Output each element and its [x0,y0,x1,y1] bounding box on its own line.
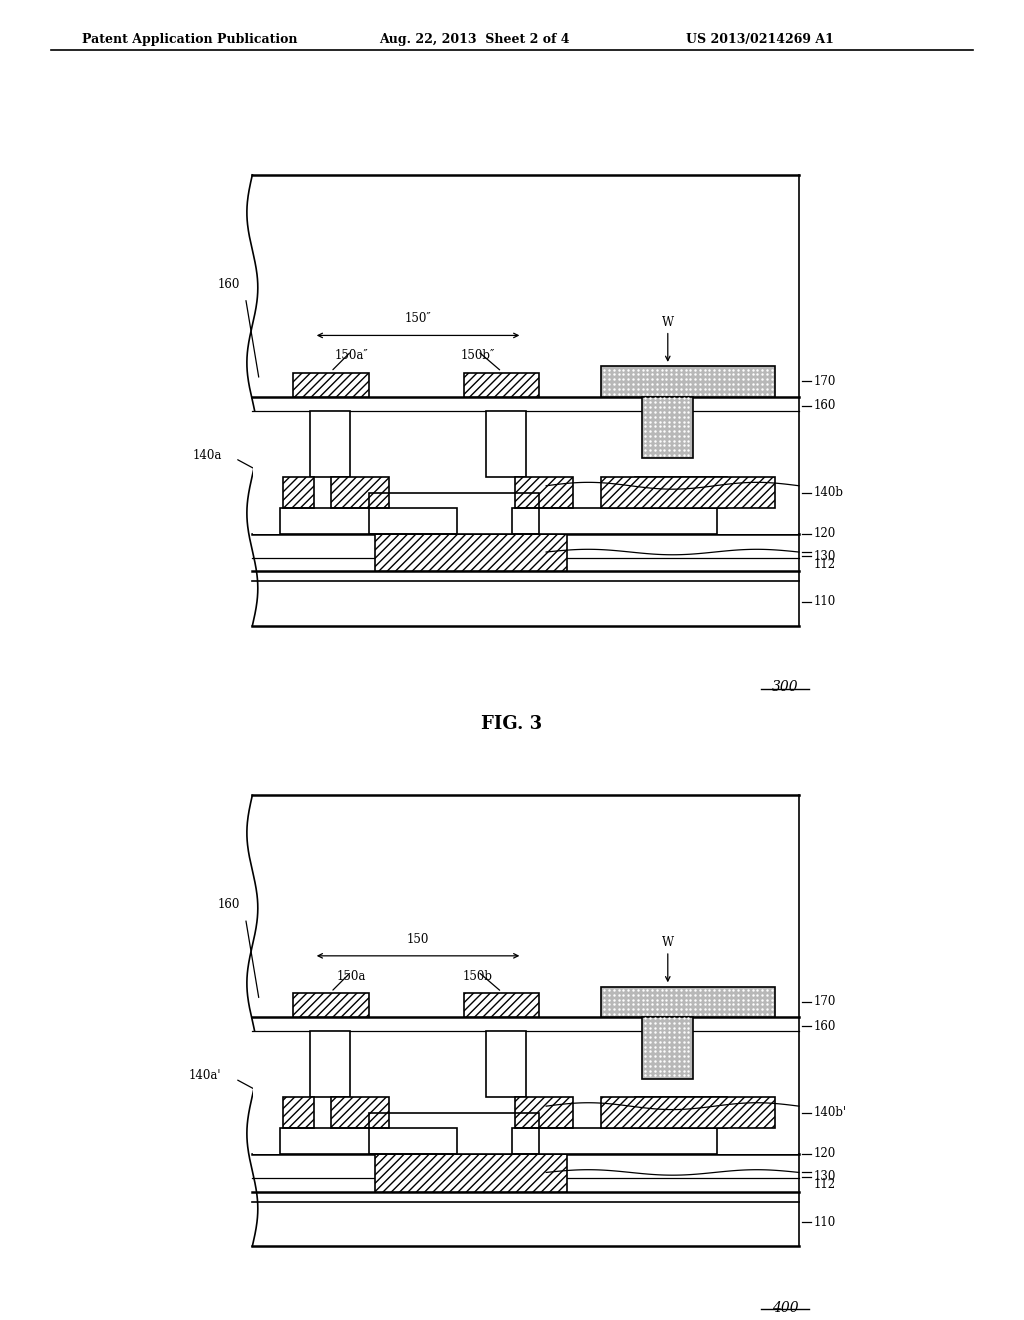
Bar [310,411,350,477]
Bar [369,1113,540,1154]
Text: FIG. 3: FIG. 3 [481,714,543,733]
Bar [331,477,389,508]
Bar [515,1097,573,1129]
Text: 170: 170 [814,375,837,388]
Bar [376,533,566,572]
Text: 160: 160 [217,898,240,911]
Bar [601,366,775,397]
Text: 160: 160 [217,277,240,290]
Text: 160: 160 [814,400,837,412]
Bar [283,477,313,508]
Text: Patent Application Publication: Patent Application Publication [82,33,297,46]
Bar [464,994,540,1018]
Bar [331,1097,389,1129]
Text: Aug. 22, 2013  Sheet 2 of 4: Aug. 22, 2013 Sheet 2 of 4 [379,33,569,46]
Bar [512,1129,717,1154]
Text: 110: 110 [814,595,837,609]
Bar [310,1031,350,1097]
Text: 140b': 140b' [814,1106,847,1119]
Bar [280,508,458,533]
Text: 400: 400 [772,1302,799,1315]
Bar [486,1031,525,1097]
Text: 300: 300 [772,681,799,694]
Text: 140b: 140b [814,486,844,499]
Text: W: W [662,315,674,329]
Bar [601,986,775,1018]
Bar [601,477,775,508]
Bar [280,508,458,533]
Text: 160: 160 [814,1020,837,1032]
Bar [293,374,369,397]
Text: 120: 120 [814,1147,837,1160]
Bar [512,508,717,533]
Text: W: W [662,936,674,949]
Bar [280,1129,458,1154]
Text: 130: 130 [814,549,837,562]
Bar [601,1097,775,1129]
Bar [515,1097,573,1129]
Text: 112: 112 [814,1179,837,1191]
Bar [280,1129,458,1154]
Bar [512,508,717,533]
Bar [376,1154,566,1192]
Bar [486,411,525,477]
Text: 150a″: 150a″ [335,348,369,362]
Bar [283,1097,313,1129]
Bar [635,1097,727,1129]
Bar [369,492,540,533]
Text: US 2013/0214269 A1: US 2013/0214269 A1 [686,33,834,46]
Text: 150a: 150a [337,969,367,982]
Bar [283,477,313,508]
Bar [369,1113,540,1154]
Bar [253,1032,799,1154]
Text: 170: 170 [814,995,837,1008]
Text: 120: 120 [814,527,837,540]
Bar [331,477,389,508]
Bar [293,994,369,1018]
Bar [369,492,540,533]
Bar [515,477,573,508]
Bar [283,1097,313,1129]
Text: 150b: 150b [463,969,493,982]
Text: 130: 130 [814,1170,837,1183]
Bar [635,477,727,508]
Text: 112: 112 [814,558,837,570]
Text: 110: 110 [814,1216,837,1229]
Bar [331,1097,389,1129]
Bar [635,477,727,508]
Text: 150″: 150″ [404,313,431,325]
Bar [642,397,693,458]
Bar [464,374,540,397]
Text: 140a': 140a' [189,1069,221,1082]
Bar [642,1018,693,1078]
Bar [515,477,573,508]
Text: 140a: 140a [193,449,221,462]
Text: 150b″: 150b″ [461,348,495,362]
Bar [635,1097,727,1129]
Bar [512,1129,717,1154]
Bar [253,412,799,533]
Text: 150: 150 [407,933,429,945]
